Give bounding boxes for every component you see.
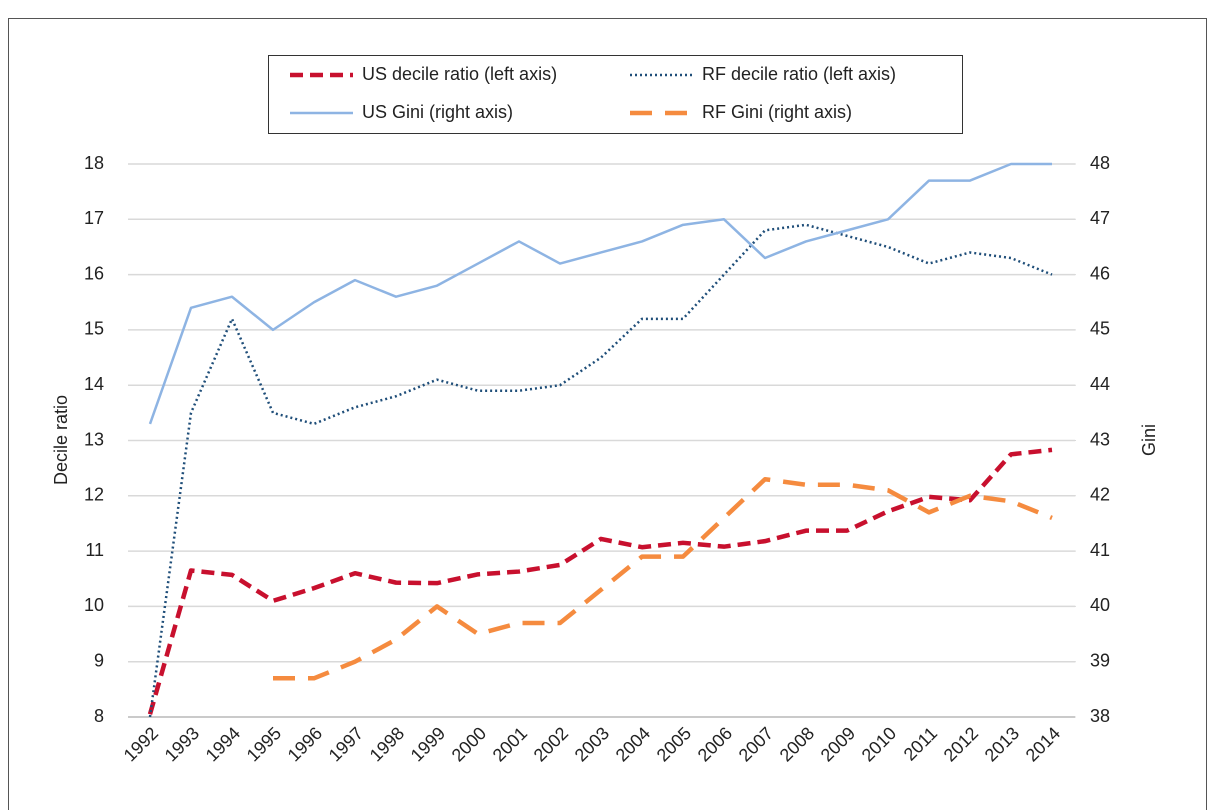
- x-tick-label: 2009: [817, 723, 859, 765]
- y2-tick-label: 48: [1090, 153, 1110, 173]
- y-tick-label: 12: [84, 485, 104, 505]
- legend-label: US Gini (right axis): [362, 102, 513, 122]
- x-tick-label: 2002: [530, 723, 572, 765]
- x-tick-label: 2004: [612, 723, 654, 765]
- y2-tick-label: 45: [1090, 319, 1110, 339]
- x-tick-label: 1996: [284, 723, 326, 765]
- series-line: [148, 162, 1052, 425]
- series-line: [273, 476, 1053, 681]
- x-tick-label: 2006: [694, 723, 736, 765]
- y-axis-label: Decile ratio: [51, 395, 71, 485]
- x-tick-label: 2001: [489, 723, 531, 765]
- y-tick-label: 10: [84, 595, 104, 615]
- x-tick-label: 1994: [202, 723, 244, 765]
- y-tick-label: 8: [94, 706, 104, 726]
- x-tick-label: 1995: [243, 723, 285, 765]
- series-line: [148, 223, 1053, 718]
- chart-frame: [8, 18, 1207, 810]
- x-tick-label: 1997: [325, 723, 367, 765]
- x-tick-label: 1998: [366, 723, 408, 765]
- y-tick-label: 9: [94, 650, 104, 670]
- y-tick-label: 16: [84, 263, 104, 283]
- y-tick-label: 11: [85, 540, 104, 560]
- x-tick-label: 2014: [1022, 723, 1064, 765]
- legend-box: [268, 55, 963, 134]
- x-tick-label: 1999: [407, 723, 449, 765]
- y2-tick-label: 46: [1090, 263, 1110, 283]
- y2-tick-label: 44: [1090, 374, 1110, 394]
- x-tick-label: 2005: [653, 723, 695, 765]
- y-tick-label: 14: [84, 374, 104, 394]
- y-tick-label: 18: [84, 153, 104, 173]
- x-tick-label: 2000: [448, 723, 490, 765]
- y2-tick-label: 38: [1090, 706, 1110, 726]
- x-tick-label: 2007: [735, 723, 777, 765]
- y2-tick-label: 39: [1090, 650, 1110, 670]
- x-tick-label: 2003: [571, 723, 613, 765]
- y2-tick-label: 43: [1090, 429, 1110, 449]
- y2-tick-label: 41: [1090, 540, 1110, 560]
- x-tick-label: 1992: [120, 723, 162, 765]
- y2-tick-label: 42: [1090, 485, 1110, 505]
- y2-tick-label: 47: [1090, 208, 1110, 228]
- series-line: [147, 447, 1053, 715]
- legend-label: US decile ratio (left axis): [362, 64, 557, 84]
- x-tick-label: 2013: [981, 723, 1023, 765]
- y2-tick-label: 40: [1090, 595, 1110, 615]
- legend-label: RF Gini (right axis): [702, 102, 852, 122]
- x-tick-label: 2012: [940, 723, 982, 765]
- y-tick-label: 13: [84, 429, 104, 449]
- y2-axis-label: Gini: [1139, 424, 1159, 456]
- legend-label: RF decile ratio (left axis): [702, 64, 896, 84]
- x-tick-label: 2011: [900, 723, 942, 765]
- x-tick-label: 2008: [776, 723, 818, 765]
- y-tick-label: 17: [84, 208, 104, 228]
- x-tick-label: 2010: [858, 723, 900, 765]
- x-tick-label: 1993: [161, 723, 203, 765]
- y-tick-label: 15: [84, 319, 104, 339]
